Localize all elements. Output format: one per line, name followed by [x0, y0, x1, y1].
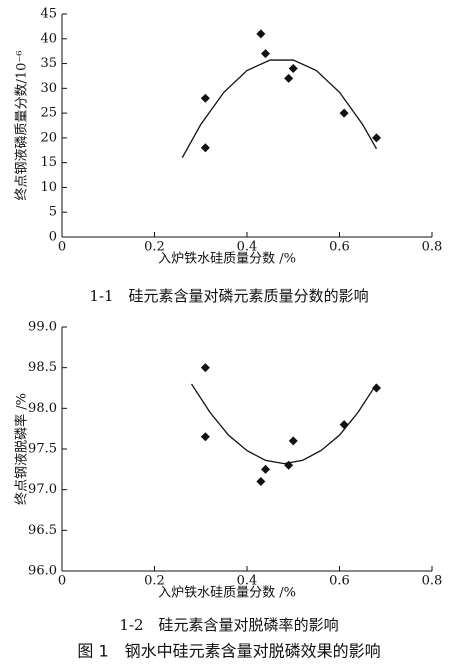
- y-tick-label: 97.0: [28, 482, 57, 497]
- x-tick-label: 0.4: [237, 240, 258, 255]
- data-point: [288, 436, 298, 446]
- data-point: [339, 108, 349, 118]
- x-tick-label: 0: [58, 240, 66, 255]
- x-tick-label: 0: [58, 574, 66, 589]
- figure-caption: 图 1 钢水中硅元素含量对脱磷效果的影响: [77, 642, 380, 661]
- x-tick-label: 0.2: [144, 240, 165, 255]
- y-tick-label: 30: [40, 81, 57, 96]
- y-tick-label: 0: [49, 230, 57, 245]
- x-tick-label: 0.8: [422, 574, 443, 589]
- x-tick-label: 0.6: [329, 240, 350, 255]
- x-tick-label: 0.6: [329, 574, 350, 589]
- x-tick-label: 0.8: [422, 240, 443, 255]
- y-tick-label: 40: [40, 31, 57, 46]
- y-axis-label: 终点钢液磷质量分数/10⁻⁶: [14, 51, 30, 201]
- chart-caption: 1-1 硅元素含量对磷元素质量分数的影响: [89, 287, 368, 305]
- trend-line: [181, 59, 378, 159]
- data-point: [200, 143, 210, 153]
- y-tick-label: 99.0: [28, 320, 57, 335]
- x-axis-label: 入炉铁水硅质量分数 /%: [158, 586, 296, 601]
- trend-line: [190, 383, 378, 465]
- data-point: [256, 29, 266, 39]
- y-tick-label: 97.5: [28, 442, 57, 457]
- data-point: [288, 64, 298, 74]
- y-tick-label: 25: [40, 106, 57, 121]
- x-axis-label: 入炉铁水硅质量分数 /%: [158, 252, 296, 267]
- data-point: [372, 383, 381, 393]
- chart-caption: 1-2 硅元素含量对脱磷率的影响: [119, 616, 338, 634]
- data-point: [200, 363, 210, 373]
- y-tick-label: 98.5: [28, 360, 57, 375]
- y-tick-label: 20: [40, 130, 57, 145]
- data-point: [256, 477, 266, 487]
- y-axis-label: 终点钢液脱磷率 /%: [14, 393, 30, 505]
- y-tick-label: 35: [40, 56, 57, 71]
- y-tick-label: 98.0: [28, 401, 57, 416]
- x-tick-label: 0.4: [237, 574, 258, 589]
- y-tick-label: 96.5: [28, 523, 57, 538]
- data-point: [372, 133, 381, 143]
- data-point: [261, 464, 270, 474]
- data-point: [200, 93, 210, 103]
- data-point: [261, 49, 270, 59]
- data-point: [200, 432, 210, 442]
- x-tick-label: 0.2: [144, 574, 165, 589]
- y-tick-label: 15: [40, 155, 57, 170]
- data-point: [284, 73, 294, 83]
- y-tick-label: 5: [49, 205, 57, 220]
- y-tick-label: 10: [40, 180, 57, 195]
- y-tick-label: 45: [40, 7, 57, 22]
- y-tick-label: 96.0: [28, 564, 57, 579]
